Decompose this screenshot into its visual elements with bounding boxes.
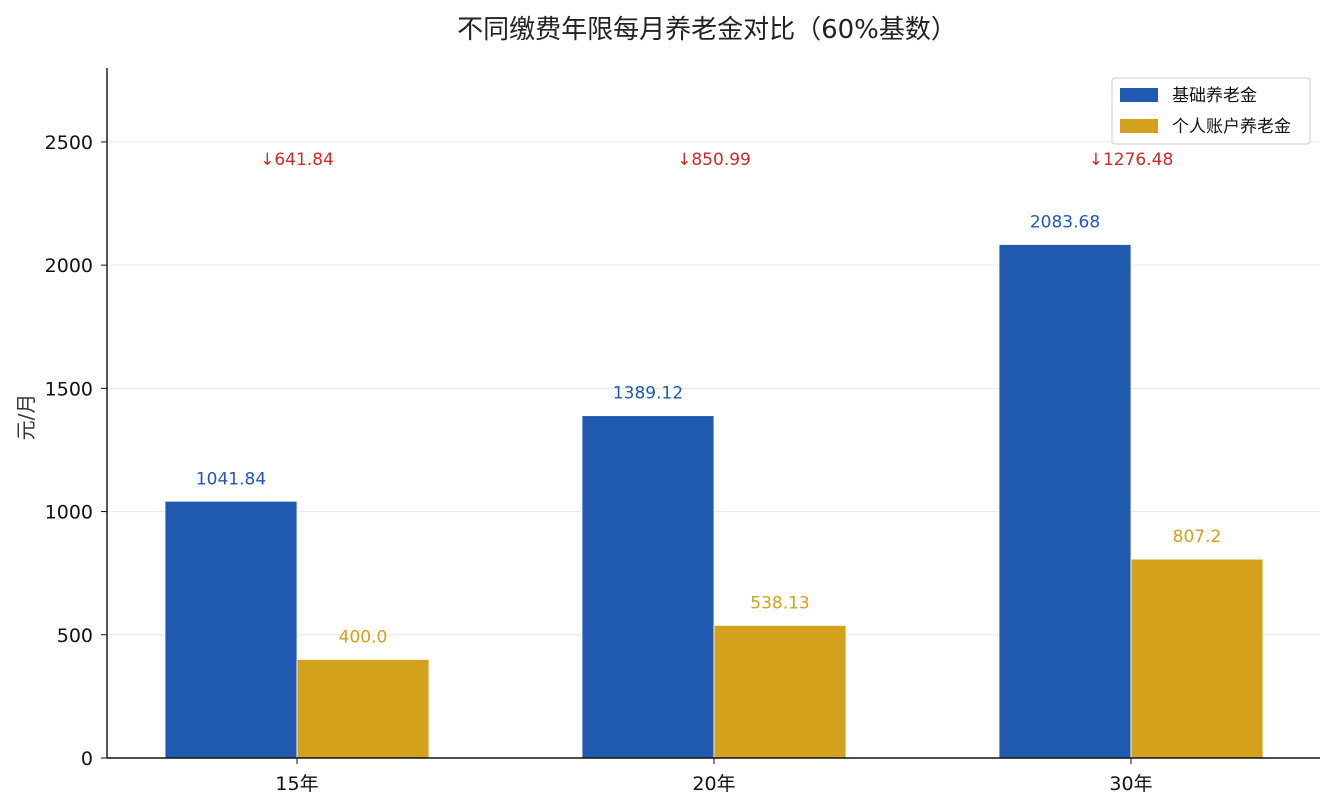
y-tick-label-2500: 2500 [45, 132, 93, 154]
difference-annotation-1: ↓850.99 [677, 150, 751, 170]
y-tick-label-1000: 1000 [45, 502, 93, 524]
data-label-basic-0: 1041.84 [196, 469, 266, 489]
legend-label-0: 基础养老金 [1172, 86, 1257, 106]
bar-personal-0 [296, 659, 430, 759]
data-label-basic-1: 1389.12 [613, 384, 683, 404]
y-tick-label-1500: 1500 [45, 378, 93, 400]
y-axis-label: 元/月 [14, 394, 38, 441]
data-label-personal-0: 400.0 [339, 627, 388, 647]
y-tick-label-0: 0 [81, 748, 93, 770]
bar-basic-2 [998, 244, 1132, 759]
y-tick-label-500: 500 [57, 625, 93, 647]
x-ticks: 15年 20年 30年 [275, 758, 1153, 795]
y-ticks: 0 500 1000 1500 2000 2500 [45, 132, 107, 770]
legend-swatch-1 [1120, 119, 1158, 133]
data-labels: 1041.84 400.0 1389.12 538.13 2083.68 807.2 [196, 213, 1221, 648]
legend-label-1: 个人账户养老金 [1172, 117, 1291, 137]
x-tick-label-0: 15年 [275, 773, 318, 795]
bar-personal-1 [713, 624, 847, 759]
annotations: ↓641.84 ↓850.99 ↓1276.48 [260, 150, 1173, 170]
x-tick-label-2: 30年 [1109, 773, 1152, 795]
legend-swatch-0 [1120, 88, 1158, 102]
chart-title: 不同缴费年限每月养老金对比（60%基数） [457, 15, 957, 45]
data-label-personal-1: 538.13 [750, 593, 809, 613]
bar-personal-2 [1130, 558, 1264, 759]
x-tick-label-1: 20年 [692, 773, 735, 795]
bars [164, 244, 1264, 759]
difference-annotation-0: ↓641.84 [260, 150, 334, 170]
data-label-basic-2: 2083.68 [1030, 213, 1100, 233]
legend-box [1111, 77, 1311, 145]
difference-annotation-2: ↓1276.48 [1089, 150, 1174, 170]
data-label-personal-2: 807.2 [1173, 527, 1222, 547]
bar-basic-0 [164, 500, 298, 759]
bar-basic-1 [581, 415, 715, 759]
y-tick-label-2000: 2000 [45, 255, 93, 277]
